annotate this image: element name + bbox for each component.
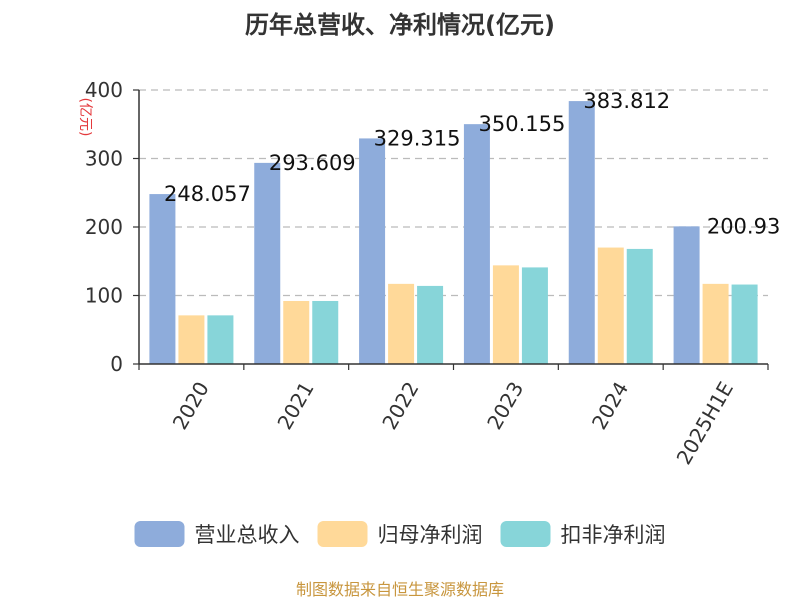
bar-1 bbox=[359, 138, 386, 364]
y-tick-label: 400 bbox=[85, 78, 123, 102]
bar-3 bbox=[417, 285, 444, 364]
x-tick-label: 2022 bbox=[377, 378, 423, 434]
x-tick-label: 2023 bbox=[482, 377, 528, 433]
y-tick-labels: 0 100 200 300 400 bbox=[85, 78, 123, 376]
legend-swatch bbox=[317, 521, 368, 547]
data-label: 329.315 bbox=[374, 126, 461, 150]
bar-1 bbox=[568, 101, 595, 365]
gridlines bbox=[139, 89, 768, 297]
bar-1 bbox=[149, 194, 176, 364]
legend-label: 归母净利润 bbox=[378, 523, 483, 547]
legend-label: 营业总收入 bbox=[195, 523, 300, 547]
x-tick-label: 2020 bbox=[168, 378, 214, 434]
y-axis-unit-label: (亿元) bbox=[77, 98, 93, 137]
bar-2 bbox=[492, 265, 519, 364]
x-tick-labels: 2020 2021 2022 2023 2024 2025H1E bbox=[168, 377, 738, 468]
bar-2 bbox=[597, 247, 624, 364]
bar-2 bbox=[388, 283, 415, 364]
x-tick-label: 2025H1E bbox=[672, 378, 738, 469]
data-label: 383.812 bbox=[583, 89, 670, 113]
y-tick-label: 0 bbox=[110, 352, 123, 376]
y-tick-label: 100 bbox=[85, 284, 123, 308]
legend-label: 扣非净利润 bbox=[561, 523, 666, 547]
data-labels: 248.057 293.609 329.315 350.155 383.812 200.9… bbox=[164, 89, 780, 238]
legend: 营业总收入 归母净利润 扣非净利润 bbox=[134, 521, 666, 547]
axes bbox=[133, 89, 769, 370]
y-tick-label: 300 bbox=[85, 147, 123, 171]
bar-3 bbox=[207, 315, 234, 364]
legend-swatch bbox=[134, 521, 185, 547]
data-label: 293.609 bbox=[269, 151, 356, 175]
bar-1 bbox=[254, 162, 281, 364]
chart-title: 历年总营收、净利情况(亿元) bbox=[245, 11, 555, 39]
data-label: 248.057 bbox=[164, 182, 251, 206]
bar-2 bbox=[178, 315, 205, 364]
bar-3 bbox=[626, 248, 653, 364]
bar-3 bbox=[521, 267, 548, 364]
x-tick-label: 2024 bbox=[587, 378, 633, 434]
data-label: 200.93 bbox=[707, 214, 780, 238]
legend-swatch bbox=[500, 521, 551, 547]
bars bbox=[149, 101, 758, 365]
bar-1 bbox=[463, 124, 490, 364]
bar-2 bbox=[702, 283, 729, 364]
source-note: 制图数据来自恒生聚源数据库 bbox=[296, 580, 504, 599]
bar-3 bbox=[312, 300, 339, 364]
bar-3 bbox=[731, 284, 758, 364]
bar-1 bbox=[673, 226, 700, 364]
bar-2 bbox=[283, 300, 310, 364]
data-label: 350.155 bbox=[478, 112, 565, 136]
x-tick-label: 2021 bbox=[272, 378, 318, 434]
y-tick-label: 200 bbox=[85, 215, 123, 239]
